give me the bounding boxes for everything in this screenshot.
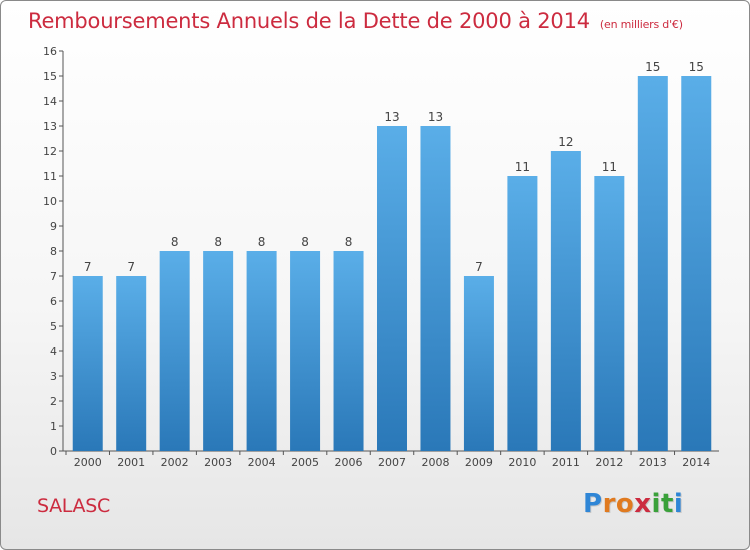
- chart-subtitle: (en milliers d'€): [599, 18, 683, 31]
- bar-2011: [550, 151, 581, 451]
- bar-2001: [116, 276, 147, 451]
- y-tick-label: 3: [50, 370, 57, 383]
- logo-letter: t: [660, 489, 674, 519]
- data-label-2006: 8: [345, 235, 353, 249]
- data-label-2007: 13: [384, 110, 399, 124]
- x-tick-label-2003: 2003: [204, 456, 232, 469]
- bar-2008: [420, 126, 451, 451]
- data-label-2014: 15: [689, 60, 704, 74]
- y-tick-label: 4: [50, 345, 57, 358]
- y-tick-label: 15: [43, 70, 57, 83]
- bar-2000: [72, 276, 103, 451]
- x-tick-label-2002: 2002: [161, 456, 189, 469]
- y-tick-label: 12: [43, 145, 57, 158]
- data-label-2001: 7: [127, 260, 135, 274]
- data-label-2000: 7: [84, 260, 92, 274]
- logo-letter: r: [602, 489, 616, 519]
- data-label-2012: 11: [602, 160, 617, 174]
- y-tick-label: 2: [50, 395, 57, 408]
- data-label-2002: 8: [171, 235, 179, 249]
- bar-2002: [159, 251, 190, 451]
- logo-letter: i: [651, 489, 661, 519]
- x-tick-label-2008: 2008: [421, 456, 449, 469]
- data-label-2003: 8: [214, 235, 222, 249]
- bar-2013: [637, 76, 668, 451]
- bar-2004: [246, 251, 277, 451]
- x-tick-label-2014: 2014: [682, 456, 710, 469]
- x-axis: 2000 2001 2002 2003 2004 2005 2006 2007 2008 2009…: [63, 450, 719, 469]
- data-labels: 7 7 8 8 8 8 8 13 13 7 11 12 11 15 15: [84, 60, 704, 274]
- data-label-2008: 13: [428, 110, 443, 124]
- x-tick-label-2013: 2013: [639, 456, 667, 469]
- y-tick-label: 13: [43, 120, 57, 133]
- proxiti-logo: Proxiti: [583, 489, 683, 519]
- x-tick-label-2005: 2005: [291, 456, 319, 469]
- chart-title: Remboursements Annuels de la Dette de 20…: [28, 9, 683, 33]
- bar-2006: [333, 251, 364, 451]
- logo-letter: o: [615, 489, 635, 519]
- x-tick-label-2006: 2006: [335, 456, 363, 469]
- bar-2005: [290, 251, 321, 451]
- x-tick-label-2004: 2004: [248, 456, 276, 469]
- y-tick-label: 10: [43, 195, 57, 208]
- y-tick-label: 16: [43, 45, 57, 58]
- bars: [72, 76, 712, 451]
- y-tick-label: 7: [50, 270, 57, 283]
- bar-2007: [377, 126, 407, 451]
- y-tick-label: 9: [50, 220, 57, 233]
- bar-2003: [203, 251, 234, 451]
- data-label-2009: 7: [475, 260, 483, 274]
- y-tick-label: 0: [50, 445, 57, 458]
- bar-2014: [681, 76, 712, 451]
- logo-letter: P: [583, 489, 603, 519]
- x-tick-label-2010: 2010: [508, 456, 536, 469]
- data-label-2005: 8: [301, 235, 309, 249]
- bar-2010: [507, 176, 538, 451]
- x-tick-label-2012: 2012: [595, 456, 623, 469]
- x-tick-label-2011: 2011: [552, 456, 580, 469]
- x-tick-label-2000: 2000: [74, 456, 102, 469]
- bar-2012: [594, 176, 625, 451]
- x-tick-label-2001: 2001: [117, 456, 145, 469]
- chart-title-text: Remboursements Annuels de la Dette de 20…: [28, 9, 590, 33]
- y-tick-label: 6: [50, 295, 57, 308]
- data-label-2011: 12: [558, 135, 573, 149]
- y-tick-label: 1: [50, 420, 57, 433]
- x-tick-label-2007: 2007: [378, 456, 406, 469]
- data-label-2013: 15: [645, 60, 660, 74]
- bar-2009: [463, 276, 494, 451]
- logo-letter: x: [634, 489, 652, 519]
- data-label-2004: 8: [258, 235, 266, 249]
- y-tick-label: 14: [43, 95, 57, 108]
- commune-name: SALASC: [37, 495, 110, 517]
- y-tick-label: 5: [50, 320, 57, 333]
- y-tick-label: 11: [43, 170, 57, 183]
- y-tick-label: 8: [50, 245, 57, 258]
- data-label-2010: 11: [515, 160, 530, 174]
- x-tick-label-2009: 2009: [465, 456, 493, 469]
- logo-letter: i: [673, 489, 684, 519]
